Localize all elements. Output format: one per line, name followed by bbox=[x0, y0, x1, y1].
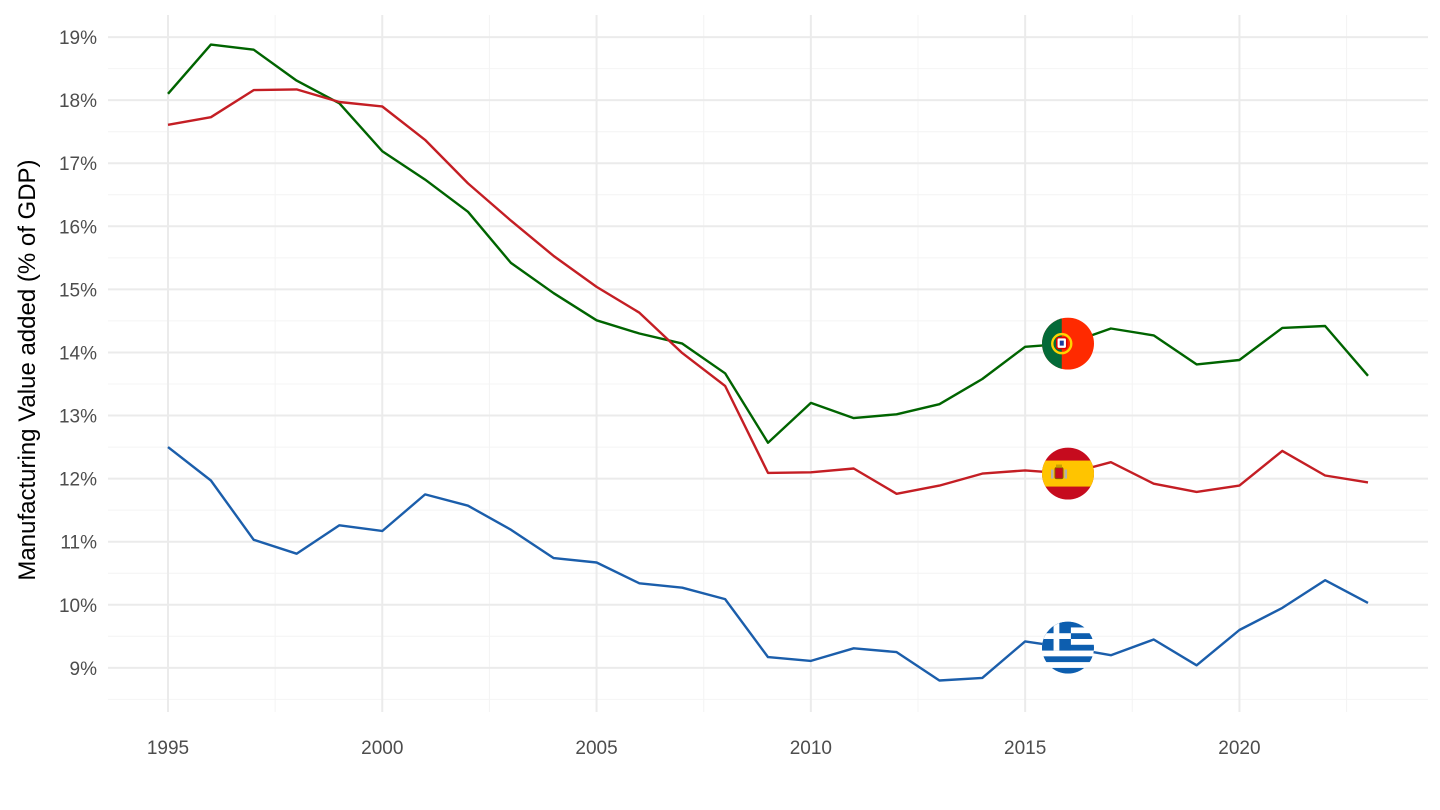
tick-labels: 9% 10% 11% 12% 13% 14% 15% 16% 17% 18% 19% 1995 2000… bbox=[59, 28, 1261, 759]
portugal-flag-icon bbox=[1042, 317, 1094, 370]
x-tick-label: 1995 bbox=[147, 738, 189, 759]
y-tick-label: 17% bbox=[59, 154, 97, 175]
y-tick-label: 10% bbox=[59, 596, 97, 617]
x-tick-label: 2020 bbox=[1218, 738, 1260, 759]
y-tick-label: 11% bbox=[60, 533, 97, 554]
x-tick-label: 2010 bbox=[790, 738, 832, 759]
flag-markers bbox=[1042, 317, 1094, 674]
y-tick-label: 12% bbox=[59, 470, 97, 491]
y-tick-label: 15% bbox=[59, 280, 97, 301]
y-tick-label: 14% bbox=[59, 343, 97, 364]
spain-flag-icon bbox=[1042, 447, 1094, 500]
y-tick-label: 18% bbox=[59, 91, 97, 112]
x-tick-label: 2015 bbox=[1004, 738, 1046, 759]
y-tick-label: 16% bbox=[59, 217, 97, 238]
series-line-portugal bbox=[167, 43, 1369, 444]
y-tick-label: 9% bbox=[70, 659, 98, 680]
y-axis-title: Manufacturing Value added (% of GDP) bbox=[14, 159, 41, 580]
x-tick-label: 2000 bbox=[361, 738, 403, 759]
grid-lines bbox=[108, 15, 1428, 712]
series-line-spain bbox=[167, 88, 1369, 495]
x-tick-label: 2005 bbox=[575, 738, 617, 759]
greece-flag-icon bbox=[1042, 621, 1094, 674]
series-line-greece bbox=[167, 446, 1369, 682]
series-lines bbox=[167, 43, 1369, 682]
y-tick-label: 19% bbox=[59, 28, 97, 49]
y-tick-label: 13% bbox=[59, 407, 97, 428]
